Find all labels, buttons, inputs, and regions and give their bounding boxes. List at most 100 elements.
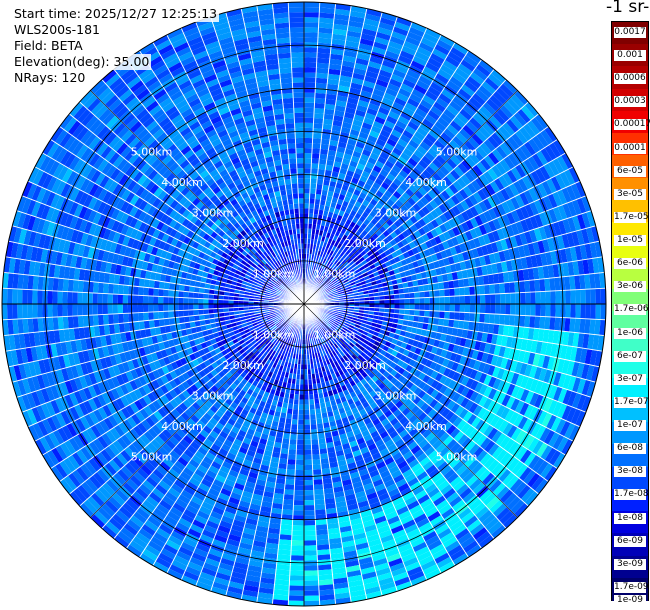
field-cell [409,93,423,104]
field-cell [315,82,328,89]
field-cell [500,335,508,347]
field-cell [304,107,315,113]
field-cell [491,164,503,178]
field-cell [408,315,415,322]
field-cell [381,97,395,107]
field-cell [293,495,304,501]
field-cell [341,65,355,73]
field-cell [321,282,327,288]
field-cell [483,170,494,184]
field-cell [304,233,308,239]
field-cell [356,262,364,269]
field-cell [304,52,318,58]
field-cell [304,399,310,405]
field-cell [539,278,546,292]
field-cell [323,270,328,276]
field-cell [365,266,372,272]
field-cell [570,289,576,304]
field-cell [568,424,580,442]
field-cell [407,157,418,168]
field-cell [430,143,443,155]
field-cell [543,369,552,384]
field-cell [443,220,452,231]
field-cell [425,202,435,213]
field-cell [361,148,372,157]
field-cell [359,153,370,162]
field-cell [524,315,531,328]
field-cell [316,219,322,226]
field-cell [545,291,551,304]
field-cell [304,102,315,108]
field-cell [481,186,492,199]
field-cell [562,389,573,405]
field-cell [441,88,455,101]
field-cell [491,193,502,206]
field-cell [291,535,304,541]
field-cell [278,539,292,546]
field-cell [517,108,531,124]
field-cell [499,83,514,98]
field-cell [548,160,560,176]
field-cell [570,304,576,319]
field-cell [454,67,470,80]
field-cell [545,251,553,266]
field-cell [529,365,538,379]
field-cell [304,535,317,541]
field-cell [423,350,431,360]
field-cell [449,263,457,273]
field-cell [349,129,360,137]
field-cell [438,365,447,375]
field-cell [599,319,606,336]
field-cell [333,310,339,314]
field-cell [357,233,365,241]
field-cell [549,316,556,331]
field-cell [503,156,516,170]
field-cell [469,295,476,304]
field-cell [404,102,418,113]
field-cell [361,122,373,131]
field-cell [488,253,496,265]
field-cell [564,422,576,439]
field-cell [341,158,351,166]
field-cell [454,262,462,272]
field-cell [337,141,347,149]
field-cell [411,167,422,177]
field-cell [379,101,392,111]
field-cell [580,304,586,319]
field-cell [487,274,495,285]
field-cell [491,148,504,162]
field-cell [282,438,290,445]
field-cell [409,332,416,340]
field-cell [487,195,497,208]
field-cell [519,362,528,376]
field-cell [384,160,395,169]
field-cell [398,87,412,98]
field-cell [360,126,371,135]
field-cell [435,168,447,180]
field-cell [425,61,440,73]
field-cell [311,223,317,230]
field-cell [401,45,417,56]
field-cell [446,272,454,282]
field-cell [505,358,514,371]
field-cell [290,429,298,435]
field-cell [417,209,427,219]
field-cell [402,282,409,289]
field-cell [539,381,549,396]
field-cell [438,150,450,162]
field-cell [422,137,434,148]
field-cell [543,195,553,211]
field-cell [452,71,467,85]
field-cell [519,144,532,159]
field-cell [372,165,382,174]
field-cell [507,270,515,283]
field-cell [309,203,315,209]
field-cell [319,251,324,257]
field-cell [331,245,337,252]
field-cell [524,280,531,293]
field-cell [359,304,365,308]
field-cell [579,274,586,290]
field-cell [581,228,590,245]
field-cell [297,414,304,420]
field-cell [478,372,488,384]
